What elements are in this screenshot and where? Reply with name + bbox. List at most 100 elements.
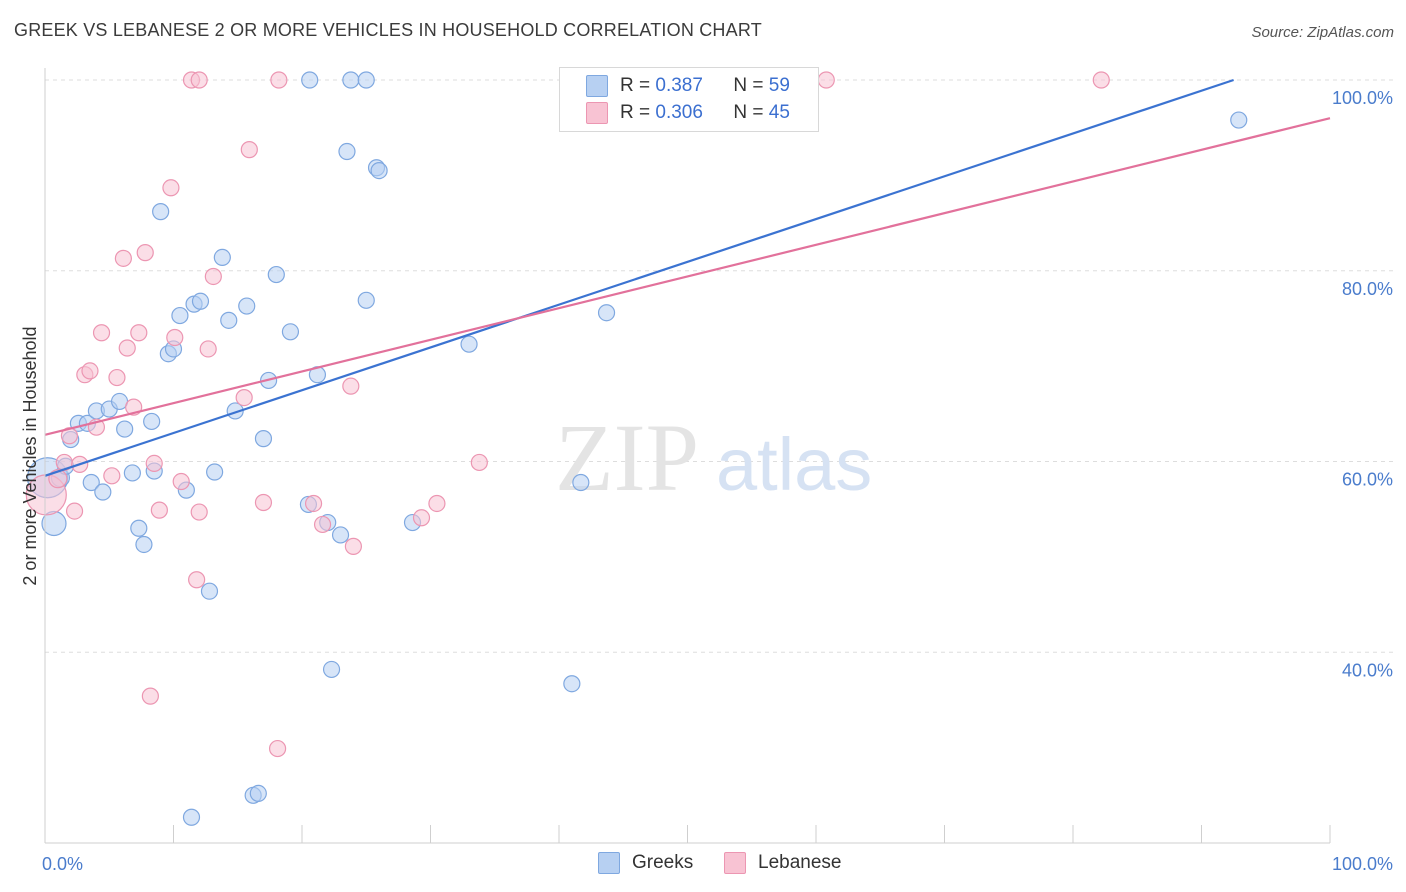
point-greeks [135,535,153,554]
watermark: ZIP atlas [555,404,872,511]
trendline-lebanese [44,117,1331,436]
point-lebanese [470,453,488,472]
x-tick-label-min: 0.0% [42,854,83,874]
point-lebanese [190,503,208,521]
point-lebanese [817,71,835,89]
point-lebanese [313,515,332,534]
watermark-atlas: atlas [716,423,872,506]
point-lebanese [1092,71,1110,89]
point-lebanese [412,509,431,527]
legend-row-greeks: R = 0.387 N = 59 [586,74,790,98]
y-tick-label: 80.0% [1342,279,1393,299]
y-tick-label: 100.0% [1332,88,1393,108]
point-lebanese [118,339,136,357]
legend-n-label: N = [733,102,764,123]
legend-n-label: N = [733,75,764,96]
point-greeks [143,412,161,431]
point-greeks [342,71,360,89]
point-lebanese [342,377,360,395]
point-greeks [182,808,201,826]
point-lebanese [150,501,168,519]
watermark-zip: ZIP [555,404,699,511]
point-greeks [220,311,238,329]
point-lebanese [199,340,217,358]
chart-source: Source: ZipAtlas.com [1251,24,1394,41]
point-lebanese [304,494,323,513]
point-greeks [213,248,231,266]
point-lebanese [166,328,184,347]
legend-swatch-greeks [586,75,608,97]
point-greeks [94,483,112,501]
point-greeks [267,265,285,284]
point-greeks [200,582,219,600]
point-lebanese [204,267,222,286]
y-axis-label: 2 or more Vehicles in Household [20,326,40,585]
point-greeks [1230,111,1248,129]
trend-layer [44,78,1331,477]
legend-r-label: R = [620,102,651,123]
point-greeks [460,335,478,353]
chart-title: GREEK VS LEBANESE 2 OR MORE VEHICLES IN … [14,20,762,40]
grid-layer [45,79,1393,653]
point-lebanese [162,179,180,197]
trendline-greeks [44,78,1234,477]
legend-n-value-lebanese: 45 [768,102,790,123]
legend-swatch-lebanese [586,102,608,124]
legend-r-value-greeks: 0.387 [655,75,703,96]
point-greeks [331,526,350,544]
point-greeks [572,473,590,492]
point-lebanese [103,467,121,485]
point-lebanese [235,388,253,407]
point-greeks [130,519,148,537]
point-greeks [563,675,581,693]
point-lebanese [254,493,273,512]
legend-box: R = 0.387 N = 59 R = 0.306 N = 45 [559,67,819,132]
bottom-legend-lebanese[interactable]: Lebanese [724,852,841,874]
point-greeks [322,660,341,679]
point-greeks [206,463,224,481]
x-tick-label-max: 100.0% [1332,854,1393,874]
point-greeks [238,297,256,315]
point-lebanese [114,249,132,267]
axis-layer: 40.0% 60.0% 80.0% 100.0% 0.0% 100.0% [42,68,1393,874]
bottom-legend-label-lebanese: Lebanese [758,852,842,873]
legend-n-value-greeks: 59 [768,75,790,96]
bottom-legend-greeks[interactable]: Greeks [598,852,693,874]
bottom-legend-swatch-greeks [598,852,620,874]
legend-r-value-lebanese: 0.306 [655,102,703,123]
point-greeks [281,323,300,341]
point-greeks [152,203,170,221]
point-lebanese [268,739,287,758]
bottom-legend-label-greeks: Greeks [632,852,694,873]
point-lebanese [130,324,148,342]
point-lebanese [240,141,258,159]
point-greeks [357,71,375,89]
point-greeks [370,162,388,180]
point-lebanese [188,571,206,589]
legend-row-lebanese: R = 0.306 N = 45 [586,101,790,125]
point-lebanese [65,502,84,520]
point-greeks [357,291,375,309]
point-lebanese [145,454,163,473]
point-greeks [597,304,616,322]
point-lebanese [81,362,99,380]
y-tick-label: 40.0% [1342,660,1393,680]
point-greeks [338,142,356,161]
legend-r-label: R = [620,75,651,96]
point-lebanese [344,537,362,555]
point-greeks [254,430,273,448]
point-lebanese [92,324,111,342]
point-lebanese [136,244,154,262]
y-tick-label: 60.0% [1342,470,1393,490]
point-greeks [123,464,141,482]
point-lebanese [190,71,208,89]
point-greeks [116,420,134,438]
point-greeks [82,473,100,492]
point-lebanese [270,71,288,89]
point-greeks [301,71,319,89]
point-greeks [249,784,267,803]
point-greeks [171,306,189,325]
point-lebanese [108,368,126,387]
point-lebanese [172,472,190,491]
